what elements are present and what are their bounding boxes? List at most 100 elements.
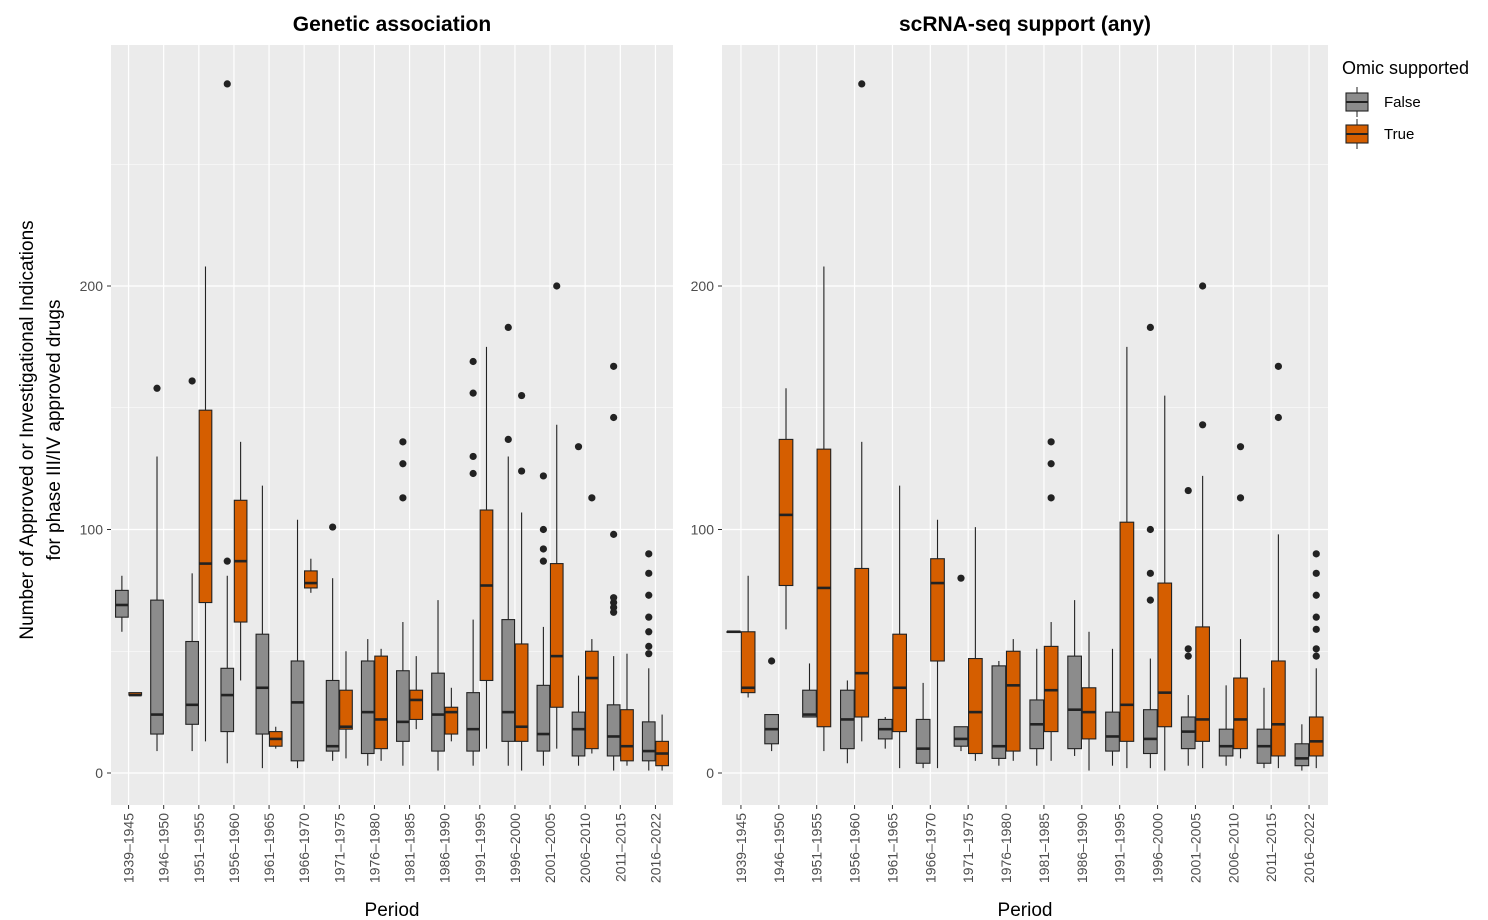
panel-title: scRNA-seq support (any) [899,13,1151,36]
box-body [968,658,983,755]
box-body [444,706,459,735]
outlier-point [1274,362,1282,370]
outlier-point [957,574,965,582]
legend-entry-true: True [1345,119,1414,149]
outlier-point [1146,596,1154,604]
box-false-12 [1180,486,1196,766]
outlier-point [1236,443,1245,451]
box-false-4 [255,485,270,769]
box-true-2 [816,266,832,752]
box-false-12 [536,472,551,766]
box-true-0 [128,692,143,697]
outlier-point [399,494,407,502]
box-body [409,689,424,720]
outlier-point [1184,652,1192,660]
x-tick-label: 1951–1955 [809,813,825,883]
box-false-10 [1105,648,1120,766]
box-body [854,567,870,718]
outlier-point [1236,494,1245,502]
x-tick-label: 1956–1960 [226,813,242,883]
box-body [150,599,164,735]
box-false-13 [571,443,586,766]
box-true-9 [444,687,459,742]
y-tick-label: 100 [80,522,104,538]
outlier-point [645,591,653,599]
legend-entry-false: False [1345,87,1421,117]
box-false-14 [606,362,621,771]
box-body [536,684,551,752]
box-true-3 [233,441,248,681]
box-false-9 [1067,600,1082,756]
outlier-point [1274,413,1282,422]
box-false-7 [360,639,375,766]
x-tick-label: 1946–1950 [156,813,172,883]
box-body [1067,655,1082,750]
box-body [501,619,516,742]
box-false-2 [802,663,817,718]
outlier-point [539,545,547,553]
x-tick-label: 1976–1980 [366,813,382,883]
legend-label: True [1384,126,1414,143]
box-false-0 [726,630,742,634]
box-true-7 [374,648,388,761]
box-true-6 [339,651,353,759]
x-tick-label: 1991–1995 [1112,813,1128,883]
x-tick-label: 2006–2010 [1225,813,1241,883]
box-true-9 [1081,631,1097,771]
outlier-point [188,377,196,385]
box-true-12 [549,282,564,749]
box-body [325,679,340,752]
box-true-7 [1005,639,1021,761]
box-true-5 [930,519,945,769]
box-true-10 [479,346,494,749]
panel-0: Genetic association 0 100 200 1939–1945 1946–… [80,13,673,920]
panels: Genetic association 0 100 200 1939–1945 1946–… [80,13,1328,920]
box-false-15 [641,550,656,771]
box-body [1294,743,1310,767]
outlier-point [553,282,561,290]
box-true-11 [1157,395,1173,771]
outlier-point [858,80,866,88]
box-true-14 [620,653,634,766]
y-tick-label: 100 [691,522,715,538]
legend: Omic supported False True [1342,58,1469,149]
x-tick-label: 1986–1990 [437,813,453,883]
x-tick-label: 2011–2015 [612,813,628,882]
box-true-2 [198,266,213,742]
outlier-point [1184,645,1192,653]
box-body [255,633,270,735]
box-true-8 [409,656,424,730]
y-tick-label: 0 [95,765,103,781]
outlier-point [1312,625,1320,633]
outlier-point [1047,460,1055,468]
box-true-11 [514,391,529,771]
outlier-point [504,323,512,331]
box-body [374,655,388,750]
box-body [431,672,445,752]
box-true-0 [740,575,756,698]
box-body [339,689,353,730]
box-body [892,633,908,733]
outlier-point [574,443,583,451]
outlier-point [223,80,231,88]
outlier-point [539,557,547,565]
box-body [1308,716,1324,757]
box-false-2 [185,377,200,752]
outlier-point [518,391,526,400]
box-body [1157,582,1173,728]
box-false-3 [220,80,235,764]
box-body [466,692,481,752]
box-true-8 [1043,438,1059,761]
box-body [1105,711,1120,752]
x-tick-label: 1961–1965 [884,813,900,883]
outlier-point [399,438,407,446]
box-body [185,640,200,725]
box-body [606,704,621,757]
box-body [1195,626,1211,742]
box-body [396,670,410,742]
x-tick-label: 1939–1945 [733,813,749,883]
outlier-point [645,550,653,558]
box-false-1 [764,657,779,752]
outlier-point [1047,494,1055,502]
outlier-point [153,384,161,392]
